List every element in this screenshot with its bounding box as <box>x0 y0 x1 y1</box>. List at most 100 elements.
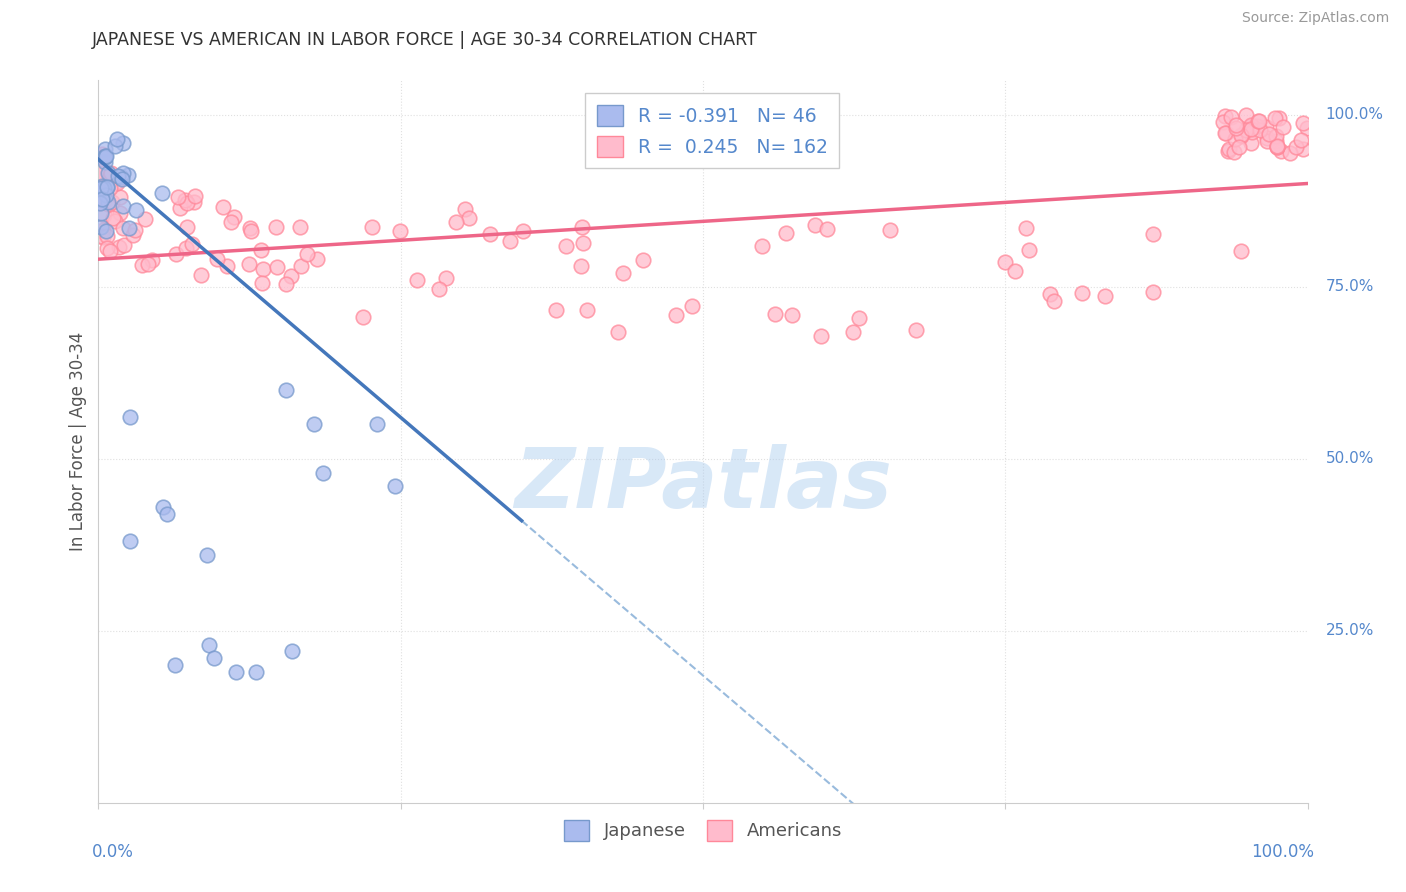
Point <box>89 181 111 195</box>
Point <box>107 240 129 254</box>
Point <box>96 179 118 194</box>
Point <box>1268 111 1291 125</box>
Point <box>1223 145 1246 160</box>
Point <box>1142 227 1164 242</box>
Point <box>1285 140 1308 154</box>
Text: Source: ZipAtlas.com: Source: ZipAtlas.com <box>1241 11 1389 25</box>
Point <box>1256 131 1278 145</box>
Point <box>91 147 114 161</box>
Point <box>775 226 797 240</box>
Point <box>1094 289 1116 303</box>
Point <box>89 187 111 202</box>
Point <box>94 224 117 238</box>
Point <box>1230 128 1253 143</box>
Point <box>1270 144 1292 158</box>
Point <box>1213 109 1236 123</box>
Point <box>104 138 127 153</box>
Point <box>904 323 927 337</box>
Point <box>90 228 112 243</box>
Point <box>1265 140 1288 154</box>
Point <box>1219 111 1241 125</box>
Legend: Japanese, Americans: Japanese, Americans <box>557 813 849 848</box>
Point <box>112 238 135 252</box>
Point <box>994 254 1017 268</box>
Point <box>544 303 567 318</box>
Point <box>91 194 114 209</box>
Point <box>118 410 141 425</box>
Point <box>1230 244 1253 258</box>
Point <box>97 166 120 180</box>
Point <box>264 220 287 235</box>
Point <box>1230 128 1253 142</box>
Point <box>93 194 115 209</box>
Point <box>1272 120 1295 135</box>
Point <box>1043 293 1066 308</box>
Point <box>1265 140 1288 154</box>
Point <box>1258 127 1281 141</box>
Point <box>98 181 121 195</box>
Point <box>780 308 803 322</box>
Point <box>280 268 302 283</box>
Point <box>555 238 578 252</box>
Point <box>1240 118 1263 132</box>
Point <box>1234 123 1257 137</box>
Point <box>1265 129 1288 144</box>
Point <box>571 220 593 235</box>
Point <box>1212 115 1234 129</box>
Point <box>96 241 118 255</box>
Point <box>94 154 117 169</box>
Point <box>512 223 534 237</box>
Point <box>111 221 134 235</box>
Point <box>91 150 114 164</box>
Text: JAPANESE VS AMERICAN IN LABOR FORCE | AGE 30-34 CORRELATION CHART: JAPANESE VS AMERICAN IN LABOR FORCE | AG… <box>91 31 758 49</box>
Point <box>91 188 114 202</box>
Point <box>93 170 115 185</box>
Point <box>1015 220 1038 235</box>
Point <box>117 220 139 235</box>
Point <box>169 201 191 215</box>
Point <box>388 224 411 238</box>
Point <box>152 500 174 514</box>
Point <box>207 252 229 266</box>
Point <box>765 308 787 322</box>
Point <box>572 235 595 250</box>
Point <box>406 273 429 287</box>
Point <box>274 383 297 397</box>
Point <box>125 202 148 217</box>
Point <box>245 665 267 679</box>
Point <box>569 259 592 273</box>
Point <box>176 196 198 211</box>
Point <box>217 259 239 273</box>
Point <box>1240 122 1263 136</box>
Point <box>427 283 450 297</box>
Text: ZIPatlas: ZIPatlas <box>515 444 891 525</box>
Point <box>290 219 312 234</box>
Point <box>238 257 260 271</box>
Point <box>124 223 146 237</box>
Point <box>1039 287 1062 301</box>
Point <box>274 277 297 291</box>
Point <box>1142 285 1164 299</box>
Point <box>1264 134 1286 148</box>
Point <box>98 169 121 183</box>
Point <box>1256 134 1278 148</box>
Point <box>1234 108 1257 122</box>
Point <box>225 665 247 679</box>
Point <box>478 227 501 242</box>
Point <box>202 651 225 665</box>
Point <box>606 325 628 339</box>
Text: 25.0%: 25.0% <box>1326 624 1374 639</box>
Point <box>90 168 112 182</box>
Point <box>1247 114 1270 128</box>
Text: 75.0%: 75.0% <box>1326 279 1374 294</box>
Point <box>131 258 153 272</box>
Point <box>1247 114 1270 128</box>
Point <box>815 221 838 235</box>
Point <box>91 230 114 244</box>
Point <box>91 178 114 193</box>
Point <box>174 241 197 255</box>
Point <box>112 199 135 213</box>
Point <box>150 186 173 200</box>
Point <box>252 277 274 291</box>
Point <box>91 190 114 204</box>
